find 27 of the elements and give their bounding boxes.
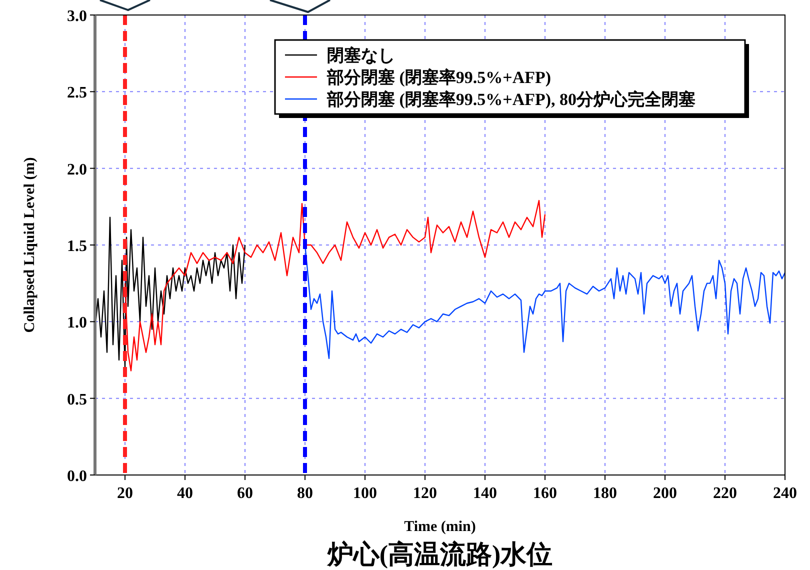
y-tick-label: 3.0 [67, 8, 87, 25]
x-tick-label: 160 [533, 485, 557, 502]
x-tick-label: 60 [237, 485, 253, 502]
line-series [95, 216, 246, 368]
x-tick-label: 140 [473, 485, 497, 502]
x-tick-label: 180 [593, 485, 617, 502]
x-tick-label: 220 [713, 485, 737, 502]
y-tick-label: 1.0 [67, 314, 87, 332]
x-tick-label: 100 [353, 485, 377, 502]
legend-label: 部分閉塞 (閉塞率99.5%+AFP), 80分炉心完全閉塞 [326, 90, 696, 109]
x-axis-title: Time (min) [404, 519, 476, 535]
legend-label: 閉塞なし [327, 46, 395, 65]
x-tick-label: 20 [117, 485, 133, 502]
x-tick-label: 80 [297, 485, 313, 502]
y-tick-label: 0.0 [67, 468, 87, 485]
x-tick-label: 40 [177, 485, 193, 502]
y-tick-label: 2.0 [67, 161, 87, 178]
y-tick-label: 2.5 [67, 84, 87, 102]
legend-label: 部分閉塞 (閉塞率99.5%+AFP) [326, 68, 552, 87]
y-axis-title: Collapsed Liquid Level (m) [22, 157, 38, 333]
x-tick-label: 200 [653, 485, 677, 502]
x-tick-label: 120 [413, 485, 437, 502]
line-series [124, 200, 546, 372]
text: 炉心(高温流路)水位 [326, 540, 553, 569]
y-tick-label: 1.5 [67, 238, 87, 255]
y-tick-label: 0.5 [67, 391, 87, 408]
x-tick-label: 240 [773, 485, 797, 502]
